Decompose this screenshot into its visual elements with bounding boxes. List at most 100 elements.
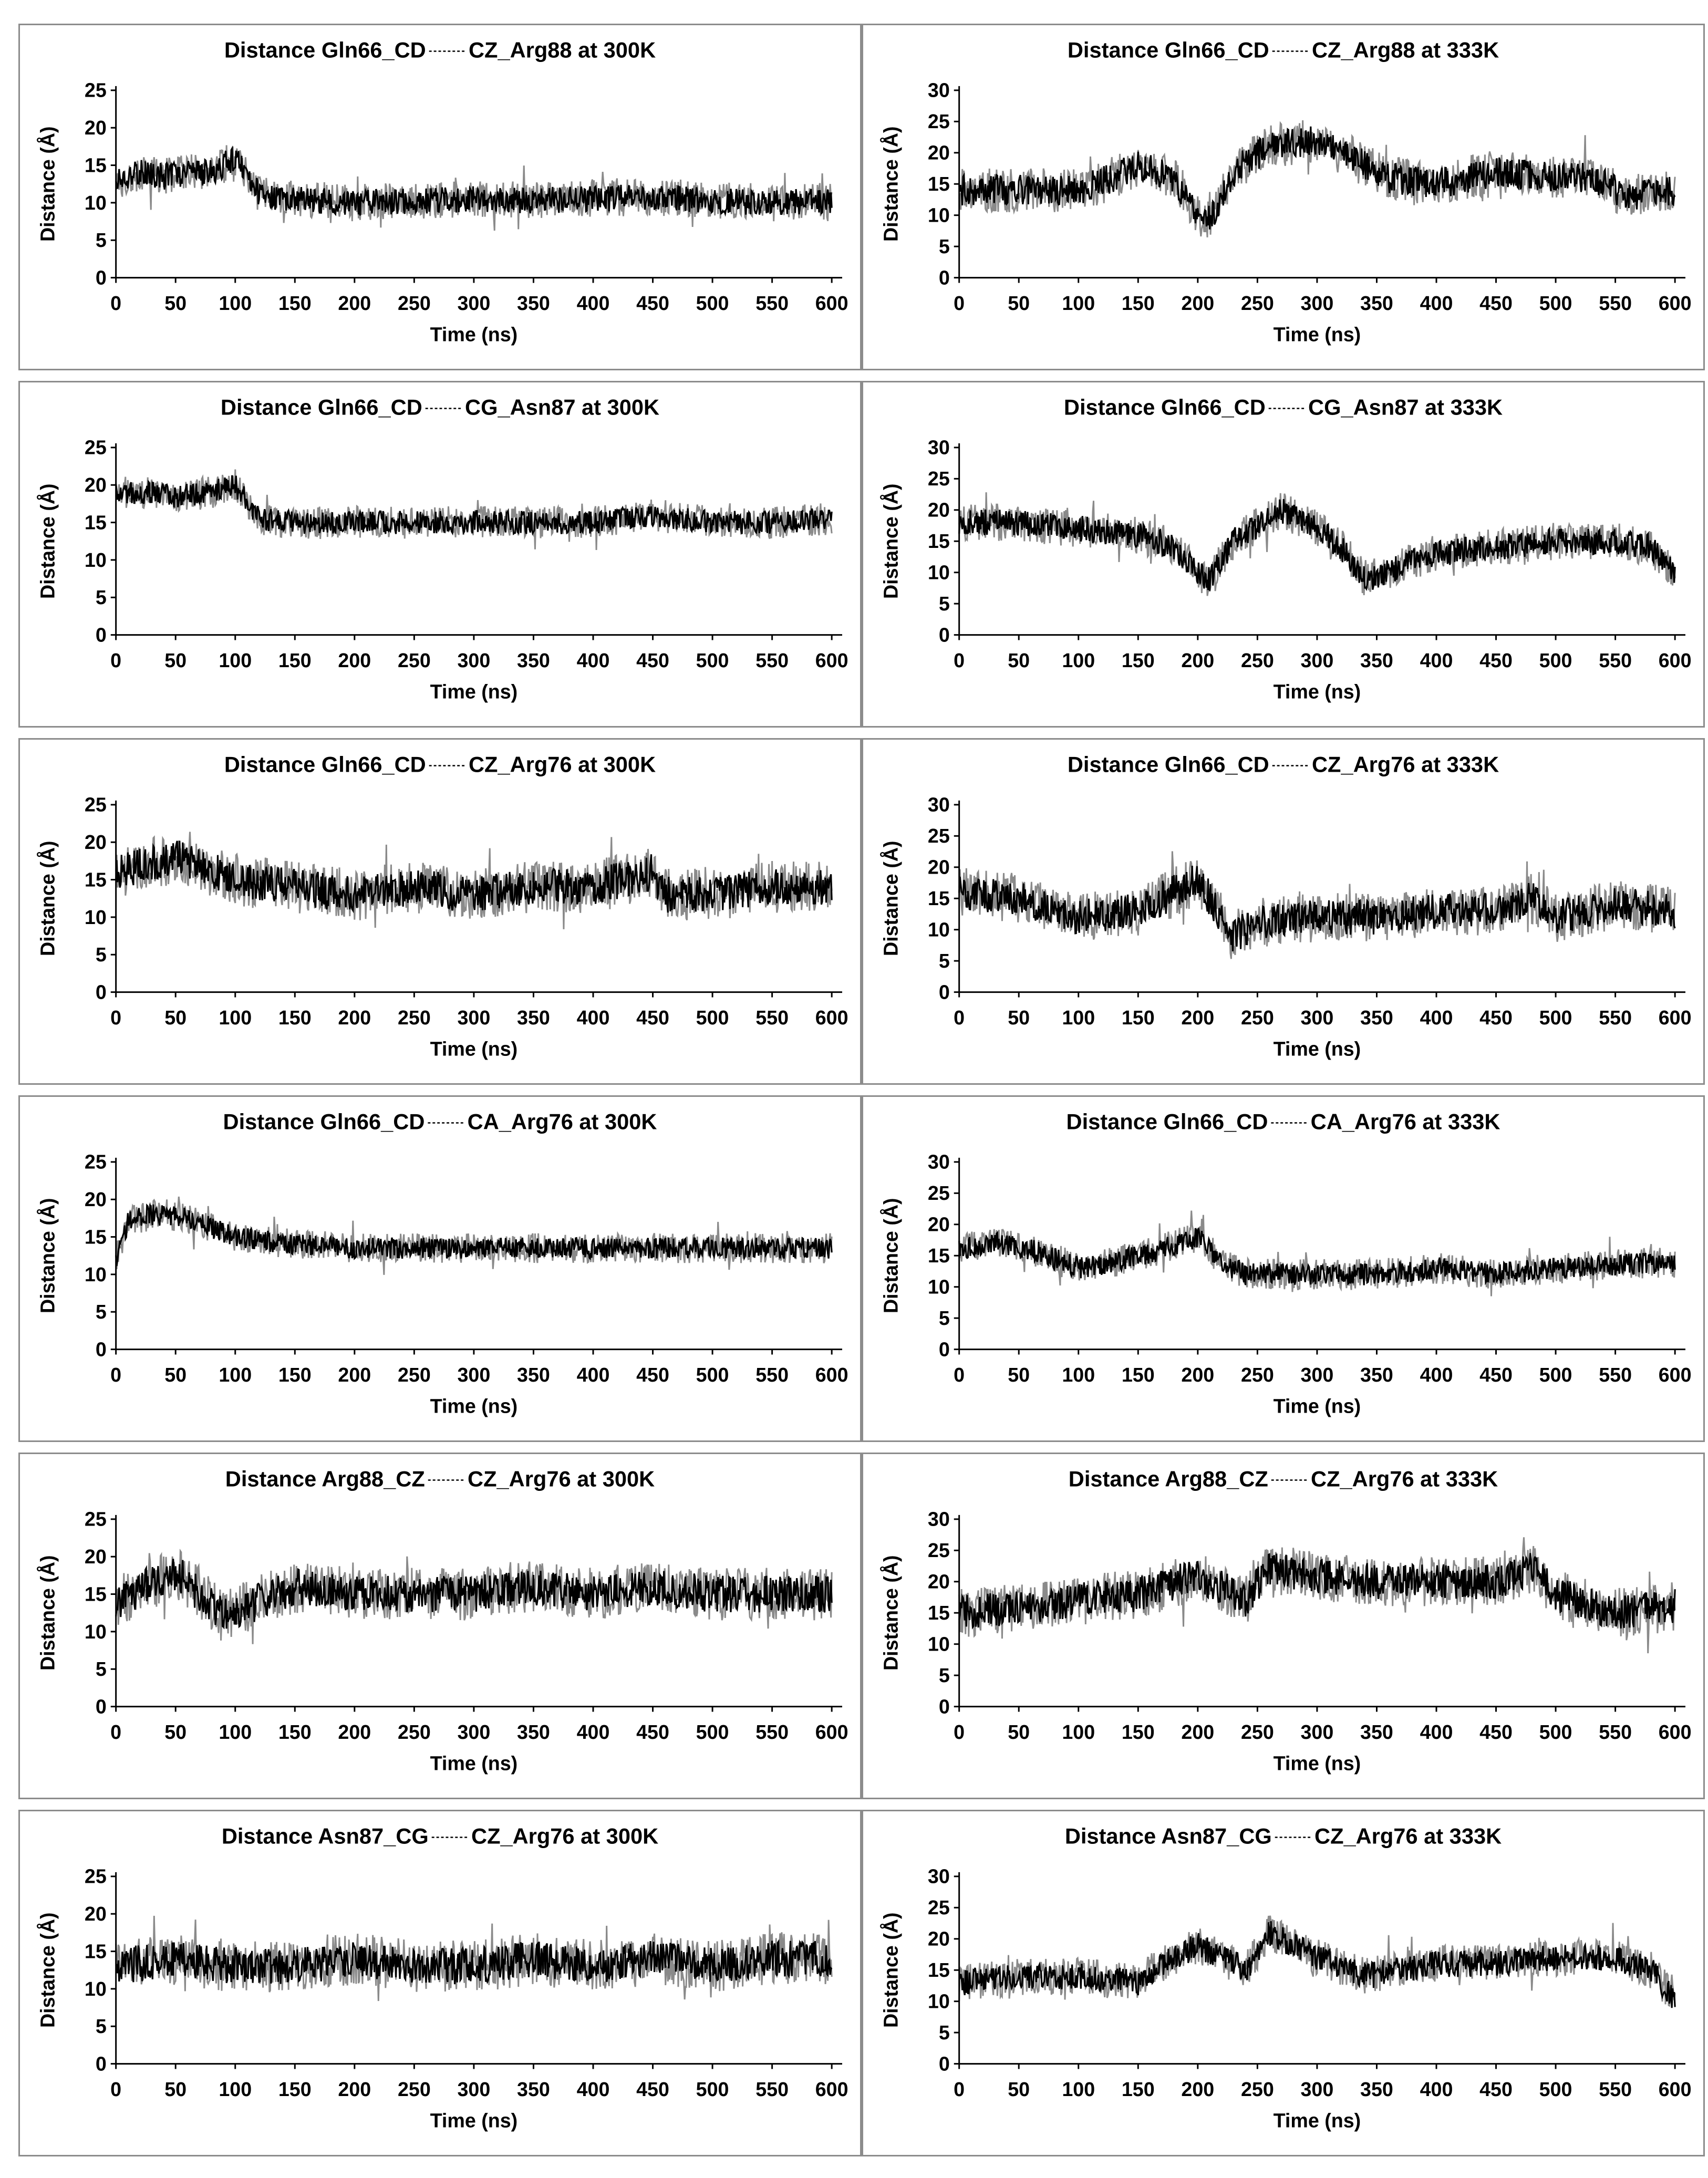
- y-tick-label: 0: [96, 624, 107, 646]
- x-tick-label: 400: [1420, 649, 1453, 671]
- y-tick-label: 25: [85, 437, 107, 459]
- x-tick-label: 350: [517, 2078, 550, 2100]
- chart-title-left: Distance Gln66_CD: [223, 1109, 425, 1134]
- y-tick-label: 5: [96, 943, 107, 966]
- chart-svg: Distance Arg88_CZ CZ_Arg76 at 300K 0 5 10 15 2…: [37, 1466, 848, 1774]
- x-tick-label: 50: [164, 1364, 187, 1386]
- series-line: [115, 1559, 833, 1629]
- x-tick-label: 400: [577, 2078, 610, 2100]
- x-tick-label: 50: [1008, 2078, 1030, 2100]
- x-tick-label: 400: [577, 649, 610, 671]
- y-tick-label: 0: [939, 981, 950, 1003]
- chart-title-right: CZ_Arg76 at 300K: [471, 1823, 658, 1848]
- y-tick-label: 10: [928, 919, 950, 941]
- chart-title-right: CZ_Arg88 at 300K: [469, 37, 656, 62]
- x-tick-label: 300: [458, 1364, 491, 1386]
- chart-panel: Distance Gln66_CD CZ_Arg76 at 333K 0 5 10 15 2…: [862, 738, 1705, 1085]
- chart-title-left: Distance Gln66_CD: [224, 37, 426, 62]
- x-tick-label: 550: [755, 292, 789, 314]
- y-tick-label: 25: [85, 1151, 107, 1173]
- y-axis-label: Distance (Å): [880, 841, 902, 956]
- x-tick-label: 0: [954, 2078, 965, 2100]
- x-axis-label: Time (ns): [1274, 2109, 1361, 2131]
- y-tick-label: 15: [928, 1244, 950, 1267]
- series-line: [115, 1939, 833, 1985]
- y-tick-label: 25: [928, 110, 950, 132]
- x-tick-label: 300: [1301, 649, 1334, 671]
- y-tick-label: 25: [928, 1539, 950, 1561]
- chart-svg: Distance Gln66_CD CZ_Arg76 at 300K 0 5 10 15 2…: [37, 752, 848, 1060]
- y-tick-label: 5: [96, 1301, 107, 1323]
- x-tick-label: 150: [1122, 292, 1155, 314]
- x-tick-label: 350: [517, 1007, 550, 1029]
- x-tick-label: 150: [278, 649, 312, 671]
- y-tick-label: 20: [928, 1571, 950, 1593]
- x-tick-label: 350: [1360, 649, 1393, 671]
- x-tick-label: 500: [696, 2078, 729, 2100]
- x-tick-label: 300: [1301, 2078, 1334, 2100]
- y-tick-label: 15: [928, 530, 950, 552]
- x-tick-label: 150: [1122, 649, 1155, 671]
- x-tick-label: 250: [398, 649, 431, 671]
- x-tick-label: 0: [110, 1007, 121, 1029]
- x-tick-label: 150: [278, 1721, 312, 1743]
- y-tick-label: 20: [85, 831, 107, 853]
- chart-title-left: Distance Gln66_CD: [1064, 395, 1266, 419]
- chart-panel: Distance Asn87_CG CZ_Arg76 at 300K 0 5 10 15 2…: [18, 1810, 862, 2156]
- x-tick-label: 400: [1420, 1364, 1453, 1386]
- chart-panel: Distance Gln66_CD CA_Arg76 at 300K 0 5 10 15 2…: [18, 1095, 862, 1442]
- chart-title-right: CG_Asn87 at 333K: [1308, 395, 1503, 419]
- x-tick-label: 250: [398, 292, 431, 314]
- series-line: [958, 866, 1676, 951]
- x-tick-label: 100: [219, 1721, 252, 1743]
- y-tick-label: 15: [85, 1226, 107, 1248]
- x-tick-label: 600: [1659, 649, 1692, 671]
- y-tick-label: 10: [85, 192, 107, 214]
- chart-panel: Distance Arg88_CZ CZ_Arg76 at 333K 0 5 10 15 2…: [862, 1453, 1705, 1799]
- x-tick-label: 550: [1599, 1007, 1632, 1029]
- series-line-spread: [958, 1537, 1676, 1654]
- x-tick-label: 550: [755, 1721, 789, 1743]
- x-tick-label: 350: [1360, 292, 1393, 314]
- y-tick-label: 15: [928, 173, 950, 195]
- x-tick-label: 500: [1539, 1364, 1572, 1386]
- y-tick-label: 25: [928, 468, 950, 490]
- x-tick-label: 0: [954, 292, 965, 314]
- x-tick-label: 250: [398, 1007, 431, 1029]
- x-tick-label: 0: [110, 2078, 121, 2100]
- y-axis-label: Distance (Å): [880, 126, 902, 242]
- x-tick-label: 350: [1360, 1007, 1393, 1029]
- x-tick-label: 450: [1479, 292, 1513, 314]
- x-tick-label: 500: [696, 1364, 729, 1386]
- y-tick-label: 0: [96, 1338, 107, 1360]
- y-tick-label: 10: [85, 1621, 107, 1643]
- x-tick-label: 500: [1539, 649, 1572, 671]
- x-tick-label: 100: [1062, 2078, 1095, 2100]
- y-tick-label: 10: [928, 1633, 950, 1655]
- x-tick-label: 500: [696, 649, 729, 671]
- y-tick-label: 15: [85, 868, 107, 890]
- y-tick-label: 15: [85, 154, 107, 176]
- y-tick-label: 25: [85, 794, 107, 816]
- x-tick-label: 350: [517, 292, 550, 314]
- x-tick-label: 500: [1539, 1007, 1572, 1029]
- y-tick-label: 10: [85, 906, 107, 928]
- x-tick-label: 200: [1181, 649, 1214, 671]
- chart-svg: Distance Gln66_CD CG_Asn87 at 333K 0 5 10 15 2…: [880, 395, 1692, 702]
- chart-svg: Distance Gln66_CD CA_Arg76 at 300K 0 5 10 15 2…: [37, 1109, 848, 1417]
- x-tick-label: 350: [517, 649, 550, 671]
- x-tick-label: 350: [1360, 2078, 1393, 2100]
- x-tick-label: 150: [1122, 2078, 1155, 2100]
- x-tick-label: 550: [1599, 292, 1632, 314]
- y-tick-label: 25: [85, 79, 107, 101]
- x-tick-label: 600: [1659, 1364, 1692, 1386]
- x-tick-label: 600: [815, 649, 848, 671]
- y-tick-label: 10: [928, 1276, 950, 1298]
- chart-svg: Distance Gln66_CD CZ_Arg88 at 300K 0 5 10 15 2…: [37, 37, 848, 345]
- x-tick-label: 100: [1062, 1007, 1095, 1029]
- chart-title-right: CZ_Arg76 at 333K: [1311, 1466, 1498, 1491]
- x-tick-label: 200: [1181, 2078, 1214, 2100]
- x-tick-label: 100: [1062, 649, 1095, 671]
- x-tick-label: 200: [1181, 1007, 1214, 1029]
- series-line: [958, 1921, 1676, 2008]
